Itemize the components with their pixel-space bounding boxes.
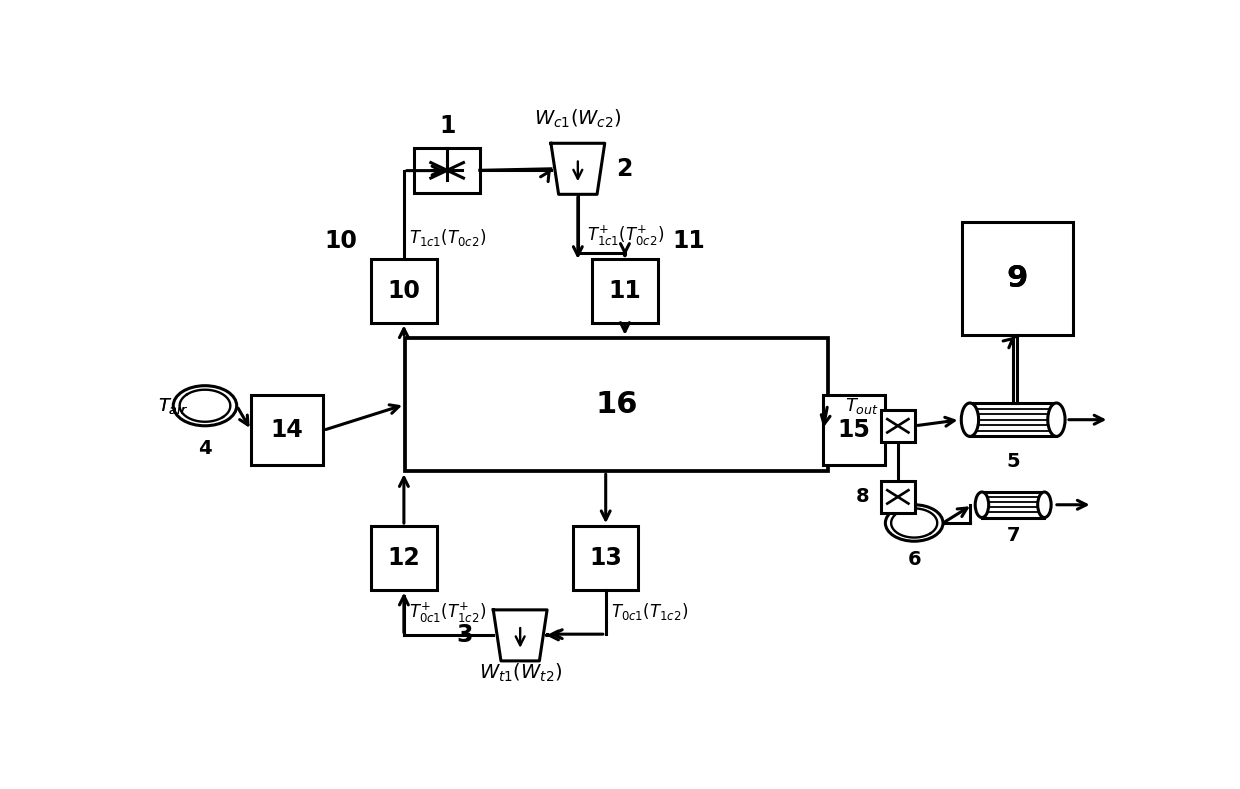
Bar: [414, 148, 480, 193]
Text: $T_{1c1}(T_{0c2})$: $T_{1c1}(T_{0c2})$: [409, 226, 486, 248]
Text: 7: 7: [1007, 526, 1021, 545]
Text: 3: 3: [456, 623, 474, 648]
Ellipse shape: [1048, 403, 1065, 436]
Text: 9: 9: [1007, 264, 1028, 293]
Text: 9: 9: [1007, 264, 1028, 293]
Polygon shape: [551, 144, 605, 194]
Bar: [962, 222, 1073, 335]
Polygon shape: [494, 610, 547, 661]
Text: $T_{air}$: $T_{air}$: [157, 396, 188, 416]
Bar: [880, 481, 915, 513]
Text: 4: 4: [198, 439, 212, 458]
Text: 8: 8: [856, 488, 869, 507]
Text: 10: 10: [324, 229, 357, 252]
Text: 11: 11: [672, 229, 704, 252]
Bar: [823, 395, 885, 466]
Text: $T_{0c1}^{+}(T_{1c2}^{+})$: $T_{0c1}^{+}(T_{1c2}^{+})$: [409, 600, 486, 625]
Text: 15: 15: [838, 418, 870, 443]
Bar: [880, 410, 915, 442]
Text: 11: 11: [609, 279, 641, 303]
Bar: [371, 526, 436, 590]
Bar: [371, 259, 436, 323]
Text: 14: 14: [270, 418, 304, 443]
Text: 12: 12: [388, 546, 420, 570]
Bar: [250, 395, 324, 466]
Text: $T_{out}$: $T_{out}$: [844, 396, 879, 416]
Circle shape: [885, 505, 944, 541]
Bar: [573, 526, 639, 590]
Ellipse shape: [961, 403, 978, 436]
Text: $T_{0c1}(T_{1c2})$: $T_{0c1}(T_{1c2})$: [610, 600, 688, 622]
Text: $T_{1c1}^{+}(T_{0c2}^{+})$: $T_{1c1}^{+}(T_{0c2}^{+})$: [588, 223, 665, 248]
Text: 5: 5: [1007, 452, 1021, 472]
Ellipse shape: [1038, 492, 1052, 518]
Bar: [593, 259, 657, 323]
Text: $T_{air}$: $T_{air}$: [157, 396, 188, 416]
Bar: [404, 338, 828, 471]
Text: 16: 16: [595, 390, 637, 419]
Text: 1: 1: [439, 114, 455, 138]
Text: $W_{t1}(W_{t2})$: $W_{t1}(W_{t2})$: [479, 662, 562, 684]
Text: 10: 10: [387, 279, 420, 303]
Bar: [982, 492, 1044, 518]
Ellipse shape: [975, 492, 988, 518]
Text: $W_{c1}(W_{c2})$: $W_{c1}(W_{c2})$: [534, 108, 621, 130]
Text: 13: 13: [589, 546, 622, 570]
Text: 2: 2: [616, 157, 632, 181]
Bar: [970, 403, 1056, 436]
Circle shape: [174, 386, 237, 426]
Text: 6: 6: [908, 550, 921, 569]
